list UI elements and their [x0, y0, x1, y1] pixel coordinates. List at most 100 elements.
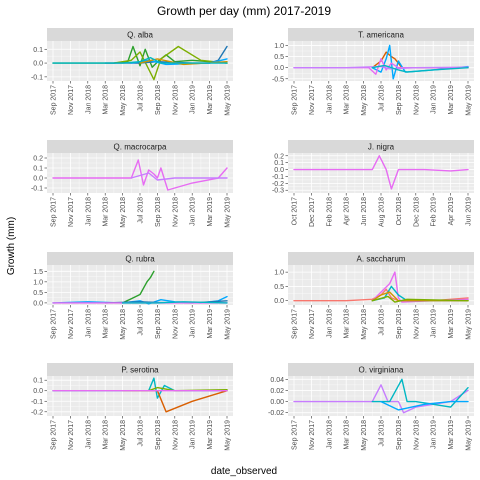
x-tick-label: Nov 2017 — [309, 420, 316, 450]
x-tick-label: Mar 2019 — [448, 420, 455, 450]
x-tick-label: May 2019 — [466, 85, 473, 116]
x-tick-label: Nov 2018 — [172, 309, 179, 339]
x-tick-label: Feb 2018 — [326, 197, 333, 227]
facet-strip — [47, 28, 233, 41]
y-tick-label: 0.0 — [33, 388, 43, 395]
x-tick-label: Nov 2017 — [68, 420, 75, 450]
facet-strip-label: A. saccharum — [357, 255, 406, 264]
x-tick-label: Jul 2018 — [379, 420, 386, 447]
x-tick-label: May 2018 — [120, 85, 127, 116]
y-tick-label: 0.1 — [274, 160, 284, 167]
y-tick-label: 1.0 — [274, 43, 284, 50]
series-line-1 — [130, 172, 228, 181]
y-tick-label: -0.02 — [268, 410, 284, 417]
x-tick-label: Sep 2017 — [51, 420, 58, 450]
x-tick-label: Nov 2018 — [172, 420, 179, 450]
x-tick-label: May 2018 — [361, 85, 368, 116]
x-tick-label: Sep 2017 — [292, 420, 299, 450]
x-tick-label: Sep 2017 — [51, 197, 58, 227]
series-line-5 — [52, 56, 228, 64]
facet-strip — [47, 363, 233, 376]
x-tick-label: Jan 2019 — [431, 309, 438, 338]
series-line-2 — [293, 58, 469, 76]
y-tick-label: 0.0 — [274, 298, 284, 305]
facet-panel-1: T. americana 1.0 0.5 0.0 -0.5 Sep 2017 Nov 201… — [272, 28, 474, 116]
x-tick-label: Mar 2018 — [103, 309, 110, 339]
x-tick-label: Jul 2018 — [138, 197, 145, 224]
x-tick-label: Dec 2017 — [309, 197, 316, 227]
facet-strip-label: Q. alba — [127, 31, 153, 40]
x-tick-label: Mar 2019 — [207, 197, 214, 227]
x-tick-label: Nov 2017 — [68, 197, 75, 227]
y-tick-label: 0.2 — [33, 156, 43, 163]
series-line-1 — [113, 45, 228, 81]
x-tick-label: Nov 2017 — [309, 309, 316, 339]
x-tick-label: Nov 2018 — [413, 420, 420, 450]
x-tick-label: Jan 2019 — [190, 197, 197, 226]
y-tick-label: 0.1 — [33, 166, 43, 173]
x-tick-label: Sep 2017 — [51, 309, 58, 339]
x-tick-label: Sep 2018 — [396, 85, 403, 115]
series-line-4 — [371, 64, 469, 73]
y-tick-label: 0.00 — [270, 399, 284, 406]
y-tick-label: 0.5 — [274, 284, 284, 291]
x-tick-label: Mar 2018 — [344, 420, 351, 450]
x-tick-label: Sep 2018 — [396, 309, 403, 339]
x-tick-label: Jun 2018 — [361, 197, 368, 226]
facet-strip-label: O. virginiana — [359, 366, 404, 375]
y-tick-label: -0.1 — [31, 186, 43, 193]
series-line-3 — [371, 291, 469, 302]
series-line-1 — [371, 378, 469, 408]
y-tick-label: 1.0 — [274, 270, 284, 277]
x-tick-label: Jan 2018 — [85, 197, 92, 226]
x-tick-label: Mar 2018 — [103, 420, 110, 450]
series-line-2 — [380, 400, 469, 411]
facet-strip — [47, 252, 233, 265]
x-tick-label: Dec 2018 — [413, 197, 420, 227]
x-tick-label: Sep 2018 — [396, 420, 403, 450]
x-tick-label: Jul 2018 — [138, 85, 145, 112]
y-tick-label: 0.0 — [274, 65, 284, 72]
y-tick-label: 0.5 — [33, 290, 43, 297]
x-tick-label: May 2019 — [466, 420, 473, 451]
x-tick-label: May 2019 — [225, 85, 232, 116]
x-tick-label: Mar 2019 — [207, 85, 214, 115]
x-tick-label: Sep 2018 — [155, 197, 162, 227]
x-tick-label: May 2018 — [361, 309, 368, 340]
facet-panel-3: J. nigra 0.20.10.0-0.1-0.2-0.3 Oct 2017 Dec… — [272, 140, 474, 227]
x-tick-label: Nov 2018 — [172, 197, 179, 227]
x-tick-label: Sep 2018 — [155, 420, 162, 450]
x-tick-label: Apr 2018 — [344, 197, 351, 226]
x-tick-label: Sep 2018 — [155, 85, 162, 115]
x-tick-label: Jul 2018 — [379, 85, 386, 112]
x-tick-label: Mar 2019 — [207, 420, 214, 450]
facet-strip — [288, 28, 474, 41]
x-tick-label: Jan 2019 — [190, 309, 197, 338]
facet-panel-2: Q. macrocarpa 0.2 0.1 0.0 -0.1 Sep 2017 Nov 20… — [31, 140, 233, 228]
x-tick-label: Jul 2018 — [138, 420, 145, 447]
series-group — [52, 159, 228, 191]
x-tick-label: Mar 2018 — [344, 309, 351, 339]
x-tick-label: Nov 2018 — [413, 85, 420, 115]
x-tick-label: Jan 2019 — [190, 85, 197, 114]
x-tick-label: Jul 2018 — [379, 309, 386, 336]
x-tick-label: Sep 2017 — [292, 85, 299, 115]
x-tick-label: May 2019 — [466, 309, 473, 340]
y-tick-label: -0.3 — [272, 188, 284, 195]
y-tick-label: 0.0 — [274, 167, 284, 174]
y-tick-label: 0.2 — [274, 153, 284, 160]
x-tick-label: Jan 2018 — [85, 309, 92, 338]
x-tick-label: Jan 2019 — [190, 420, 197, 449]
x-tick-label: Sep 2018 — [155, 309, 162, 339]
y-tick-label: 0.04 — [270, 377, 284, 384]
series-line-4 — [371, 295, 469, 303]
x-tick-label: Aug 2018 — [379, 197, 386, 227]
y-tick-label: -0.1 — [272, 174, 284, 181]
y-tick-label: 0.1 — [33, 47, 43, 54]
facet-strip-label: T. americana — [358, 31, 404, 40]
y-tick-label: -0.1 — [31, 399, 43, 406]
facet-strip-label: J. nigra — [368, 143, 395, 152]
facet-strip — [288, 252, 474, 265]
y-tick-label: 1.5 — [33, 269, 43, 276]
